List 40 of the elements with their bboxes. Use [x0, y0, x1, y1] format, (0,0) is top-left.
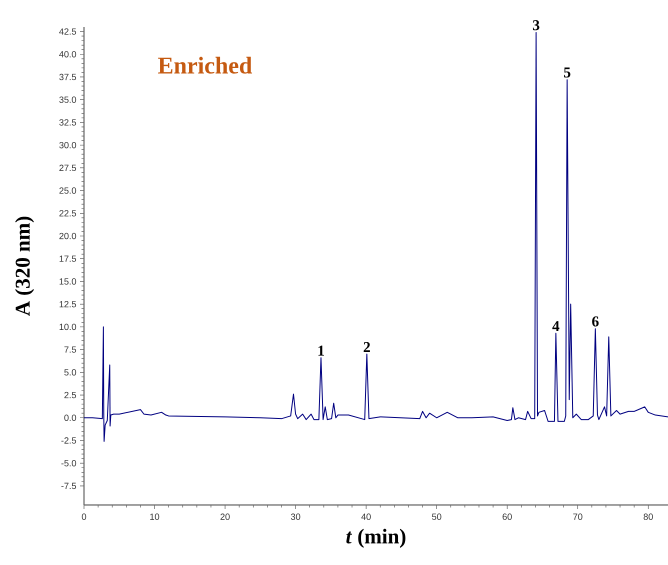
y-tick-label: 32.5 — [59, 119, 76, 126]
y-tick-label: 20.0 — [59, 232, 76, 240]
y-tick-label: -5.0 — [61, 460, 76, 466]
y-tick-label: -7.5 — [61, 482, 76, 490]
x-tick-label: 50 — [432, 514, 442, 520]
annotation: 4 — [552, 321, 560, 332]
y-tick-label: 17.5 — [60, 256, 76, 262]
y-tick-label: 10.0 — [60, 324, 76, 330]
x-axis-title: t (min) — [346, 528, 406, 548]
y-tick-label: 15.0 — [60, 278, 76, 285]
x-tick-label: 80 — [644, 514, 653, 520]
y-tick-label: 42.5 — [59, 28, 76, 35]
x-tick-label: 10 — [150, 514, 160, 520]
y-tick-label: 7.5 — [64, 346, 76, 353]
y-tick-label: 2.5 — [64, 392, 76, 398]
y-tick-label: 35.0 — [59, 96, 76, 103]
y-tick-label: 12.5 — [60, 300, 76, 308]
annotation: 6 — [592, 316, 599, 326]
annotation: 3 — [532, 20, 540, 30]
y-tick-label: 5.0 — [64, 369, 76, 376]
x-tick-label: 40 — [361, 514, 371, 520]
annotation: 5 — [564, 68, 570, 78]
y-tick-label: 40.0 — [59, 51, 76, 58]
y-tick-label: -2.5 — [61, 437, 76, 444]
x-tick-label: 20 — [220, 514, 230, 520]
x-tick-label: 60 — [502, 514, 512, 520]
x-tick-label: 30 — [290, 514, 300, 520]
text: Enriched — [158, 56, 252, 74]
y-tick-label: 25.0 — [59, 187, 76, 194]
line-series — [84, 32, 668, 442]
y-axis-title: A (320 nm) — [15, 216, 34, 316]
y-tick-label: 0.0 — [64, 414, 76, 421]
annotation: 1 — [318, 346, 324, 356]
x-tick-label: 0 — [82, 514, 86, 520]
y-tick-label: 22.5 — [59, 210, 76, 216]
y-tick-label: 30.0 — [59, 142, 76, 148]
y-tick-label: 37.5 — [59, 74, 76, 80]
annotation: 2 — [364, 342, 370, 352]
x-tick-label: 70 — [573, 514, 582, 520]
y-tick-label: 27.5 — [59, 164, 76, 172]
